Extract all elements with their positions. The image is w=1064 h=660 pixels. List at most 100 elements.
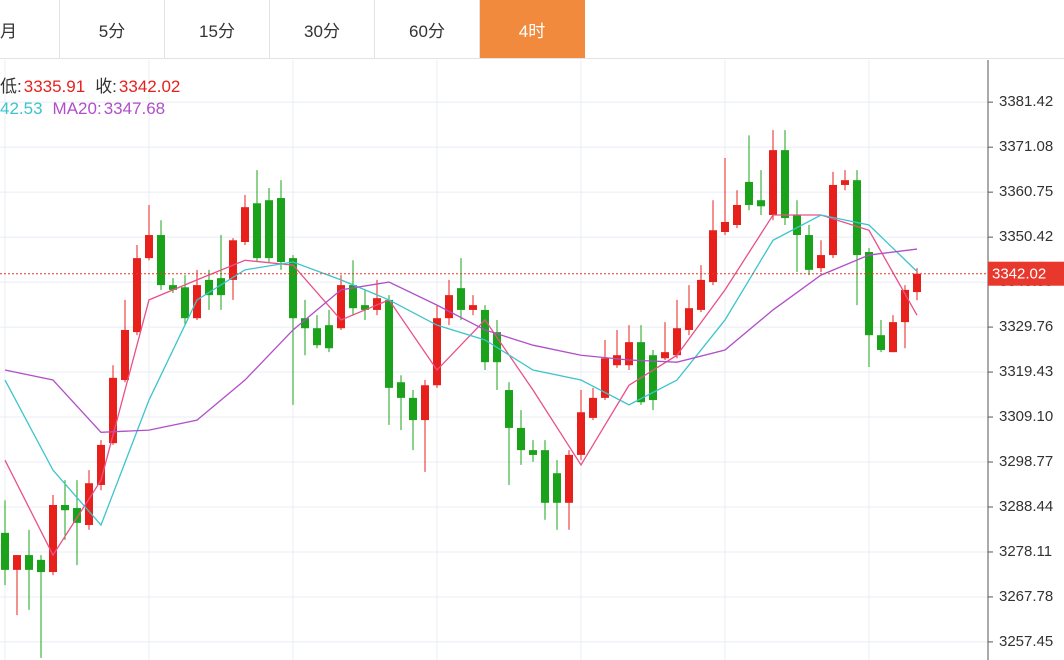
- period-tab[interactable]: 5分: [60, 0, 165, 58]
- candle-body: [121, 329, 129, 381]
- candle-body: [505, 390, 513, 428]
- candle: [133, 245, 141, 336]
- candle: [385, 295, 393, 425]
- candle-body: [325, 325, 333, 349]
- candle-body: [97, 444, 105, 485]
- period-tab[interactable]: 15分: [165, 0, 270, 58]
- candle: [97, 440, 105, 491]
- candle-body: [253, 203, 261, 259]
- candle: [553, 460, 561, 530]
- candle-body: [37, 559, 45, 573]
- candle-body: [361, 305, 369, 310]
- candle: [877, 319, 885, 353]
- candle: [493, 319, 501, 391]
- candle: [769, 130, 777, 221]
- period-tab[interactable]: 30分: [270, 0, 375, 58]
- y-tick-label: 3360.75: [999, 183, 1053, 200]
- candle: [301, 299, 309, 356]
- candle-body: [889, 322, 897, 353]
- candle: [253, 170, 261, 263]
- y-tick-label: 3329.76: [999, 318, 1053, 335]
- period-tab[interactable]: 月: [0, 0, 60, 58]
- candle: [337, 275, 345, 330]
- candle: [673, 299, 681, 359]
- info-text: 3342.02: [118, 77, 181, 96]
- candle-body: [817, 255, 825, 269]
- candle-body: [25, 555, 33, 570]
- candle-body: [301, 318, 309, 329]
- candle-body: [313, 328, 321, 346]
- y-tick-label: 3350.42: [999, 228, 1053, 245]
- candle: [397, 375, 405, 431]
- candle-body: [217, 278, 225, 296]
- candle-body: [517, 427, 525, 451]
- candle-body: [469, 305, 477, 310]
- candle: [481, 305, 489, 371]
- candle: [445, 279, 453, 326]
- y-tick-label: 3257.45: [999, 633, 1053, 650]
- candle-body: [337, 285, 345, 329]
- candle-body: [433, 318, 441, 386]
- candle: [13, 555, 21, 616]
- candle: [277, 180, 285, 270]
- y-tick-label: 3371.08: [999, 138, 1053, 155]
- candle-body: [673, 328, 681, 356]
- info-text: MA20:: [52, 99, 102, 118]
- y-tick-label: 3381.42: [999, 93, 1053, 110]
- candle: [865, 248, 873, 367]
- candle: [577, 390, 585, 461]
- candle-body: [781, 150, 789, 219]
- candle: [541, 440, 549, 520]
- candle-body: [901, 289, 909, 323]
- candle-body: [553, 473, 561, 503]
- candle-body: [649, 355, 657, 401]
- candle-body: [1, 532, 9, 570]
- candle-body: [601, 358, 609, 398]
- candle-body: [289, 258, 297, 319]
- candle-body: [133, 258, 141, 333]
- candle-body: [49, 504, 57, 573]
- candle: [805, 225, 813, 276]
- y-tick-label: 3267.78: [999, 588, 1053, 605]
- candle-body: [145, 235, 153, 259]
- candle-body: [733, 204, 741, 226]
- info-text: 3335.91: [23, 77, 86, 96]
- y-tick-label: 3278.11: [999, 543, 1052, 560]
- candle: [181, 275, 189, 326]
- candle-body: [385, 299, 393, 388]
- period-tab[interactable]: 4时: [480, 0, 585, 58]
- period-tabs: 月 5分 15分 30分 60分 4时: [0, 0, 1064, 59]
- candle: [469, 295, 477, 316]
- candle-body: [397, 382, 405, 398]
- candle: [205, 269, 213, 310]
- ma-line: [4, 214, 918, 527]
- candle: [685, 285, 693, 336]
- info-text: 低:: [0, 77, 22, 96]
- info-text: 收:: [95, 77, 117, 96]
- candle: [853, 170, 861, 306]
- candle-body: [709, 230, 717, 283]
- last-price-tag: [988, 261, 1064, 286]
- candle-body: [229, 240, 237, 280]
- candle-body: [685, 308, 693, 330]
- candle-body: [85, 483, 93, 526]
- candle: [649, 349, 657, 411]
- candle: [217, 235, 225, 310]
- candle-body: [877, 335, 885, 350]
- candle-body: [529, 450, 537, 455]
- candle: [661, 322, 669, 360]
- candle-body: [589, 397, 597, 418]
- candle-body: [265, 200, 273, 259]
- period-tab[interactable]: 60分: [375, 0, 480, 58]
- candle-body: [157, 235, 165, 286]
- candle: [709, 200, 717, 286]
- candle: [733, 190, 741, 229]
- candle-body: [61, 504, 69, 511]
- candle: [829, 171, 837, 259]
- candle: [409, 390, 417, 451]
- candle-body: [169, 285, 177, 290]
- candle: [901, 285, 909, 349]
- candle-body: [349, 285, 357, 309]
- candle: [157, 220, 165, 290]
- ma-info: 42.53 MA20: 3347.68: [0, 99, 175, 119]
